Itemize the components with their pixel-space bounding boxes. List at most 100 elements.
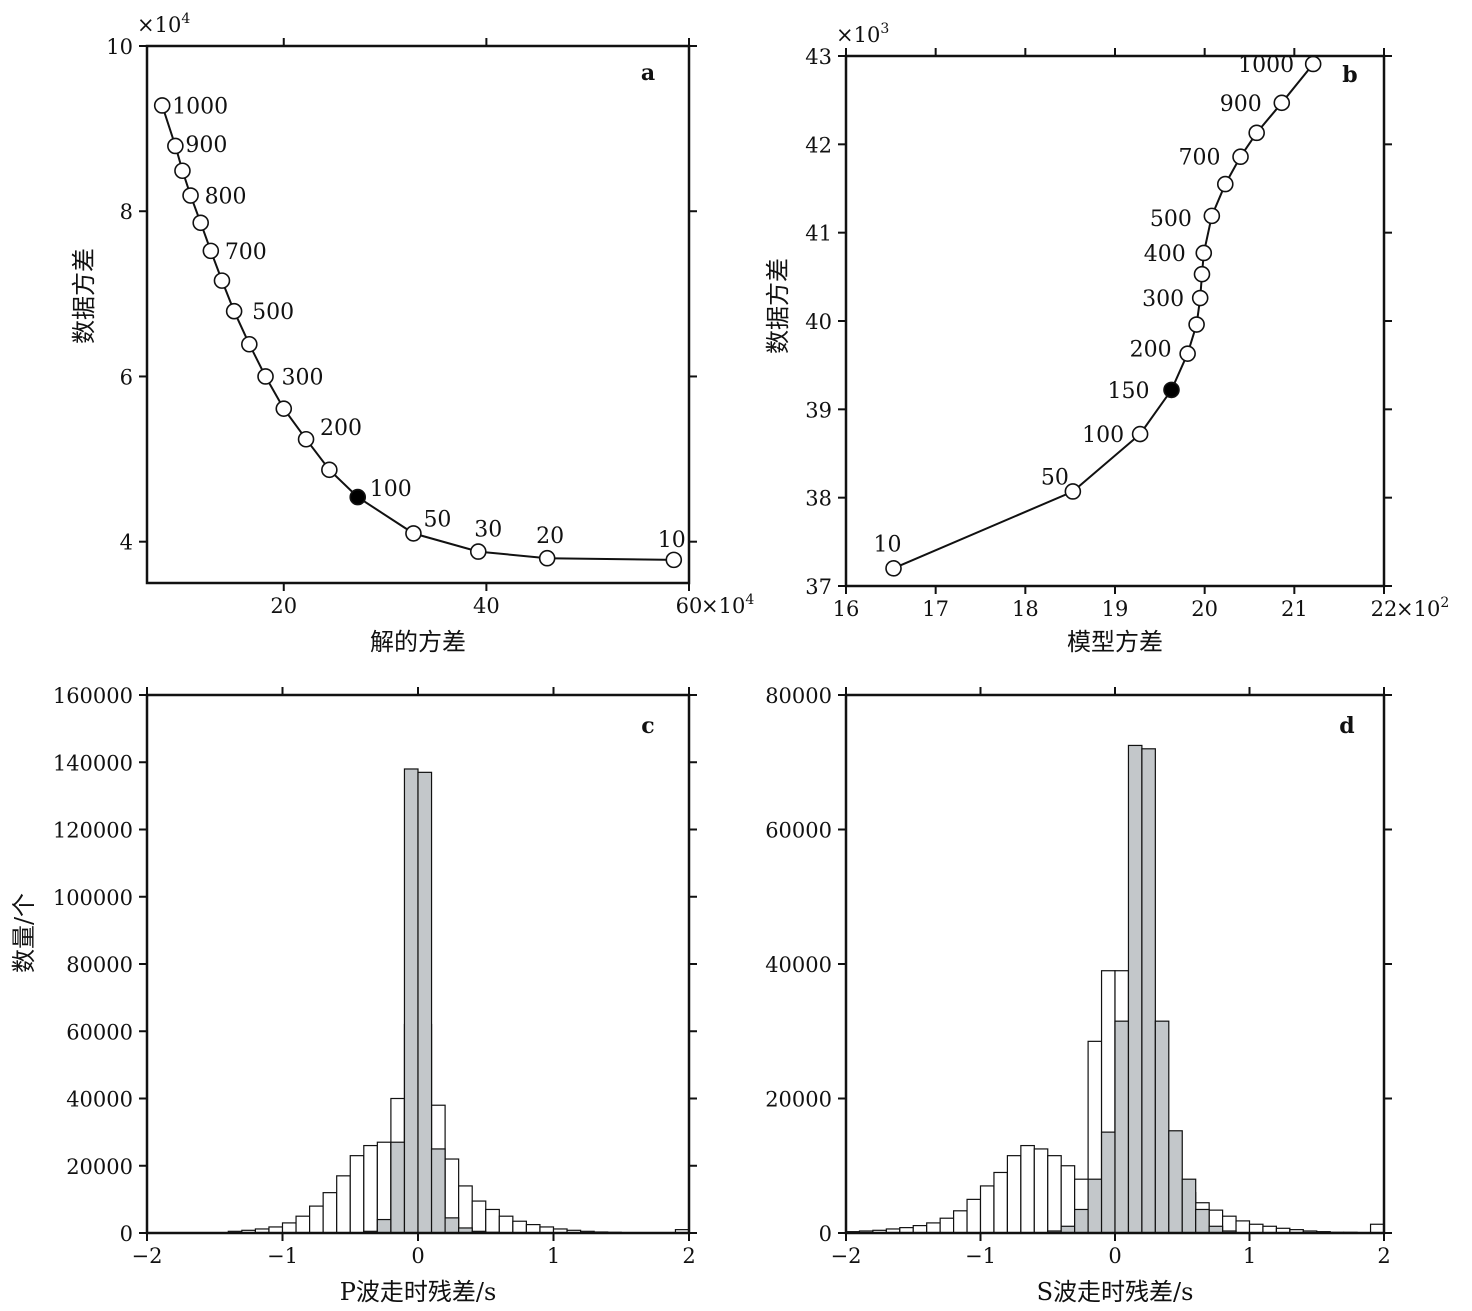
data-point-marker <box>1232 148 1249 165</box>
data-point-marker <box>225 302 243 320</box>
data-point-marker <box>469 543 487 560</box>
y-tick-label: 40000 <box>765 953 832 977</box>
y-tick-label: 120000 <box>53 819 133 843</box>
y-tick-label: 20000 <box>765 1088 832 1112</box>
data-point-marker <box>167 137 184 155</box>
y-tick-label: 38 <box>805 487 832 511</box>
histogram-bar-series1 <box>1033 1148 1049 1234</box>
x-tick-label: −2 <box>831 1244 862 1268</box>
histogram-bar-series1 <box>322 1192 338 1234</box>
y-tick-label: 0 <box>819 1222 832 1246</box>
histogram-bar-series2 <box>1195 1208 1210 1234</box>
histogram-bar-series1 <box>471 1200 487 1234</box>
point-label: 200 <box>320 416 362 441</box>
data-point-marker <box>174 162 191 180</box>
x-multiplier-exponent: 2 <box>1440 595 1449 611</box>
histogram-bar-series2 <box>1100 1131 1116 1234</box>
plot-frame <box>844 54 1386 588</box>
trade-off-curve <box>893 63 1314 570</box>
data-point-marker <box>665 551 683 569</box>
data-point-marker <box>202 242 220 260</box>
point-label: 800 <box>205 185 247 210</box>
data-point-marker <box>257 368 274 385</box>
y-tick-label: 4 <box>120 531 133 555</box>
histogram-bar-series1 <box>993 1171 1009 1234</box>
y-tick-label: 60000 <box>66 1020 133 1044</box>
histogram-bar-series1 <box>458 1185 473 1234</box>
data-point-marker <box>1195 244 1213 262</box>
histogram-bar-series1 <box>485 1208 500 1234</box>
histogram-bar-series1 <box>1060 1165 1076 1234</box>
point-label: 150 <box>1107 379 1149 404</box>
x-tick-label: 20 <box>1191 597 1218 621</box>
x-tick-label: 2 <box>1377 1244 1390 1268</box>
data-point-marker <box>1273 94 1291 112</box>
x-axis-label: 解的方差 <box>370 628 466 656</box>
x-multiplier: ×104 <box>701 592 754 618</box>
x-axis-label: S波走时残差/s <box>1037 1278 1194 1306</box>
optimal-point-marker <box>349 488 367 506</box>
histogram-bar-series1 <box>349 1155 365 1234</box>
x-axis-label: P波走时残差/s <box>340 1278 497 1306</box>
data-point-marker <box>192 214 209 232</box>
data-point-marker <box>1131 425 1149 443</box>
y-multiplier: ×104 <box>137 11 190 37</box>
y-tick-label: 40 <box>805 310 832 334</box>
point-label: 900 <box>1220 92 1262 117</box>
data-point-marker <box>1193 265 1211 283</box>
histogram-bar-series1 <box>952 1210 968 1234</box>
data-point-marker <box>321 461 338 479</box>
histogram-bar-series2 <box>430 1148 446 1234</box>
point-label: 10 <box>874 532 902 557</box>
histogram-bar-series2 <box>1074 1208 1089 1234</box>
data-point-marker <box>1203 207 1221 225</box>
x-tick-label: 2 <box>682 1244 695 1268</box>
data-point-marker <box>1188 316 1205 333</box>
x-tick-label: 16 <box>833 597 860 621</box>
histogram-bar-series1 <box>498 1215 514 1234</box>
point-label: 50 <box>423 507 451 532</box>
panel-d: −2 −1 0 1 2 0 20000 40000 60000 80000 S波走时残差/s d <box>765 684 1392 1306</box>
x-tick-label: 1 <box>1243 1244 1256 1268</box>
data-point-marker <box>1304 55 1322 73</box>
x-tick-label: −2 <box>132 1244 163 1268</box>
x-tick-label: −1 <box>267 1244 298 1268</box>
y-tick-label: 6 <box>120 365 133 389</box>
panel-letter: b <box>1342 62 1357 88</box>
data-point-marker <box>1248 124 1265 142</box>
point-label: 300 <box>282 365 324 390</box>
plot-frame <box>145 44 691 585</box>
histogram-bar-series2 <box>1141 748 1156 1234</box>
y-tick-label: 43 <box>805 45 832 69</box>
point-label: 10 <box>658 528 686 553</box>
histogram-bar-series2 <box>1181 1178 1197 1234</box>
x-tick-label: 60 <box>676 594 703 618</box>
histogram-bar-series2 <box>1168 1130 1183 1234</box>
point-label: 200 <box>1130 338 1172 363</box>
y-tick-label: 20000 <box>66 1155 133 1179</box>
point-label: 700 <box>1179 146 1221 171</box>
y-tick-label: 42 <box>805 133 832 157</box>
y-axis-label: 数量/个 <box>10 893 38 973</box>
x-tick-label: 17 <box>922 597 949 621</box>
y-multiplier-exponent: 4 <box>181 11 190 27</box>
point-label: 1000 <box>172 94 228 119</box>
data-point-marker <box>213 272 231 289</box>
x-tick-label: 18 <box>1012 597 1039 621</box>
point-label: 500 <box>252 300 294 325</box>
x-tick-label: 22 <box>1371 597 1398 621</box>
histogram-bar-series1 <box>1235 1220 1251 1234</box>
histogram-bar-series1 <box>939 1217 955 1234</box>
histogram-bar-series1 <box>525 1223 541 1234</box>
point-label: 500 <box>1150 207 1192 232</box>
y-tick-label: 39 <box>805 398 832 422</box>
x-tick-label: 40 <box>473 594 500 618</box>
y-tick-label: 10 <box>106 35 133 59</box>
histogram-bar-series2 <box>1154 1020 1170 1234</box>
point-label: 50 <box>1041 465 1069 490</box>
histogram-bar-series1 <box>1248 1223 1264 1234</box>
x-tick-label: 20 <box>270 594 297 618</box>
point-label: 300 <box>1142 287 1184 312</box>
histogram-bar-series2 <box>390 1141 406 1234</box>
